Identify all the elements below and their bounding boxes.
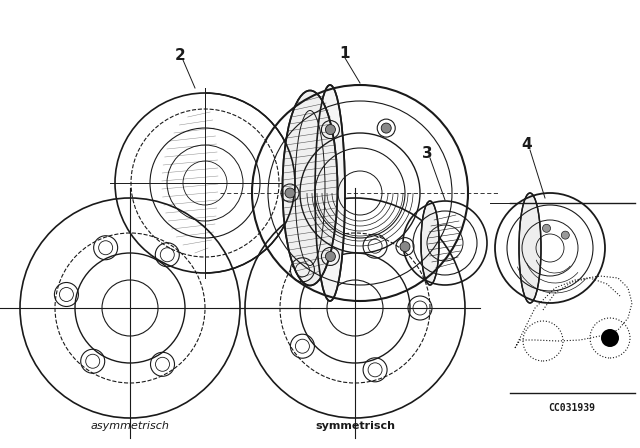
Text: 1: 1 [340,46,350,60]
Text: symmetrisch: symmetrisch [315,421,395,431]
Circle shape [381,123,391,133]
Circle shape [543,224,550,233]
Circle shape [601,329,619,347]
Ellipse shape [519,193,541,303]
Text: 2: 2 [175,47,186,63]
Text: CC031939: CC031939 [548,403,595,413]
Circle shape [285,188,295,198]
Circle shape [561,231,570,239]
Text: asymmetrisch: asymmetrisch [91,421,170,431]
Circle shape [400,241,410,252]
Text: 4: 4 [522,137,532,151]
Circle shape [325,251,335,262]
Ellipse shape [421,201,439,285]
Circle shape [325,125,335,134]
Ellipse shape [282,90,337,285]
Text: 3: 3 [422,146,432,160]
Ellipse shape [315,85,345,301]
